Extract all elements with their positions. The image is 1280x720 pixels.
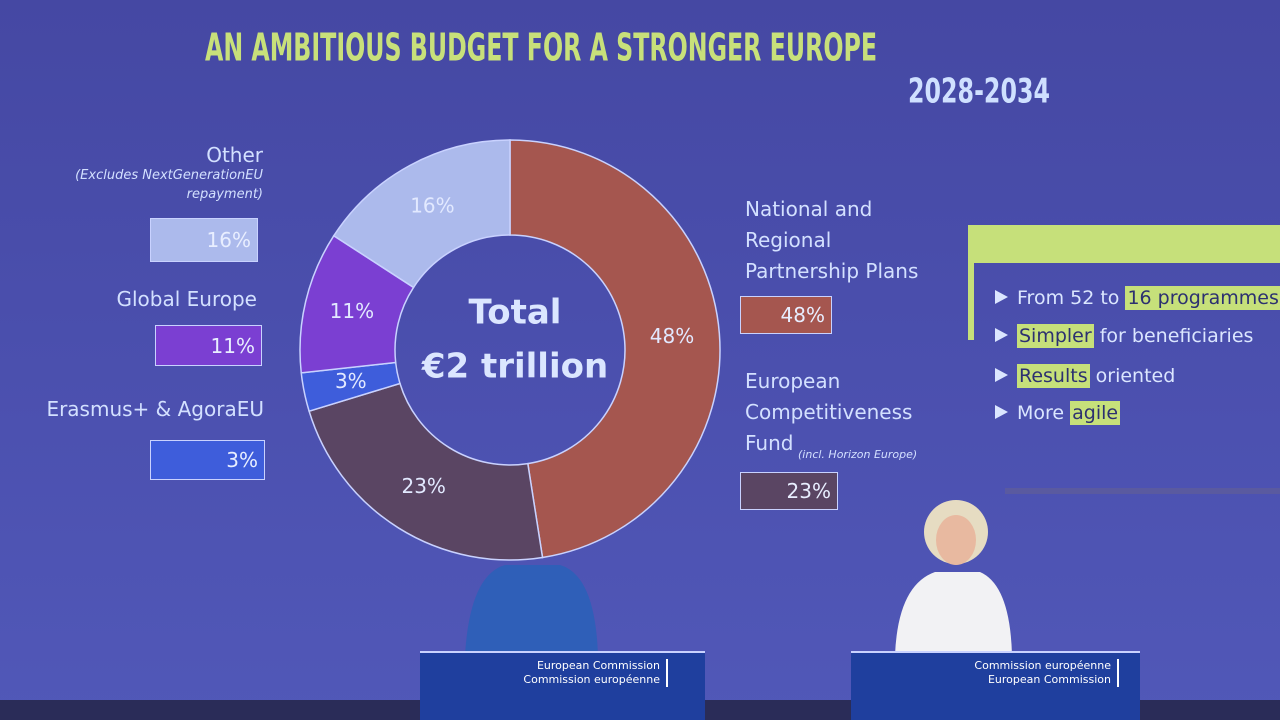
person-face: [936, 515, 976, 565]
podium-label: Commission européenne European Commission: [971, 659, 1119, 687]
podium: Commission européenne European Commission: [851, 651, 1140, 720]
panel-bar: [968, 225, 1280, 263]
bullet-arrow: [995, 328, 1008, 342]
panel-rule: [1005, 488, 1280, 494]
podium-text: European Commission: [536, 659, 660, 672]
data-label: 48%: [650, 324, 694, 348]
chart-title: AN AMBITIOUS BUDGET FOR A STRONGER EUROP…: [205, 26, 877, 70]
annotation: (Excludes NextGenerationEU repayment): [75, 168, 263, 202]
bullet-arrow: [995, 290, 1008, 304]
highlight-text: agile: [1070, 401, 1121, 425]
bullet-arrow: [995, 368, 1008, 382]
podium-text: Commission européenne: [974, 659, 1111, 672]
highlight-text: Results: [1017, 364, 1090, 388]
highlight-text: Simpler: [1017, 324, 1094, 348]
bullet-item: Simpler for beneficiaries: [995, 324, 1254, 348]
podium-text: Commission européenne: [523, 673, 660, 686]
person-body: [895, 572, 1012, 655]
podium-text: European Commission: [987, 673, 1111, 686]
legend-label: Global Europe: [116, 287, 258, 311]
bullet-text: for beneficiaries: [1093, 325, 1254, 347]
legend-label: European Competitiveness Fund: [745, 369, 913, 455]
legend-swatch: 23%: [740, 472, 838, 510]
podium-label: European Commission Commission européenne: [520, 659, 668, 687]
data-label: 16%: [410, 194, 454, 218]
data-label: 3%: [335, 369, 367, 393]
pie-slice: [308, 382, 544, 561]
bullet-text: oriented: [1089, 365, 1176, 387]
legend-label: National and Regional Partnership Plans: [745, 197, 919, 283]
highlight-text: 16 programmes: [1125, 286, 1280, 310]
center-label: Total: [469, 293, 562, 333]
bullet-item: Results oriented: [995, 364, 1176, 388]
bullet-item: From 52 to 16 programmes: [995, 286, 1280, 310]
data-label: 11%: [330, 299, 374, 323]
legend-label: Other: [206, 143, 263, 167]
pie-slice: [509, 139, 721, 559]
annotation: (incl. Horizon Europe): [798, 448, 918, 461]
legend-swatch: 16%: [150, 218, 258, 262]
pie-slice: [332, 139, 511, 289]
bullet-text: More: [1017, 402, 1071, 424]
chart-subtitle: 2028-2034: [908, 72, 1050, 112]
center-label: €2 trillion: [421, 347, 608, 387]
podium: European Commission Commission européenne: [420, 651, 705, 720]
legend-label: Erasmus+ & AgoraEU: [46, 397, 264, 421]
legend-swatch: 3%: [150, 440, 265, 480]
legend-swatch: 48%: [740, 296, 832, 334]
legend-swatch: 11%: [155, 325, 262, 366]
bullet-text: From 52 to: [1017, 287, 1126, 309]
bullet-item: More agile: [995, 401, 1121, 425]
bullet-arrow: [995, 405, 1008, 419]
person-body: [465, 565, 598, 655]
data-label: 23%: [401, 474, 445, 498]
panel-bar: [968, 225, 974, 340]
